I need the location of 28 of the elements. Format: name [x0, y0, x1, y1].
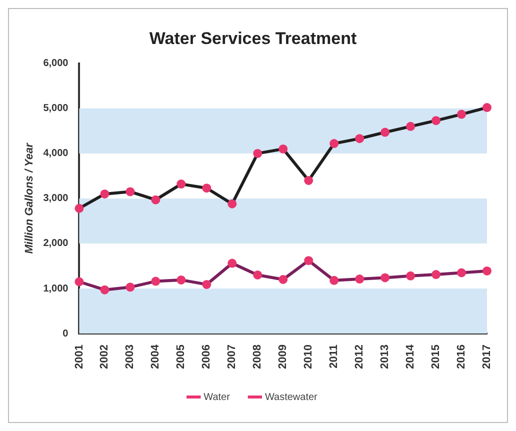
x-tick-label: 2016	[456, 344, 468, 370]
x-tick-label: 2006	[200, 344, 213, 370]
y-tick-label: 5,000	[43, 103, 69, 114]
y-tick-label: 1,000	[43, 283, 69, 294]
x-tick-label: 2008	[252, 344, 264, 370]
y-tick-label: 2,000	[43, 238, 69, 250]
x-tick-label: 2013	[379, 344, 392, 370]
legend-label: Water	[204, 392, 231, 403]
x-tick-label: 2015	[430, 344, 442, 370]
x-tick-label: 2002	[98, 344, 111, 370]
x-tick-label: 2011	[328, 344, 340, 368]
y-axis-title: Million Gallons / Year	[24, 142, 36, 254]
y-tick-label: 0	[62, 328, 69, 340]
x-tick-label: 2012	[354, 344, 366, 370]
x-tick-label: 2005	[175, 344, 188, 370]
y-tick-label: 4,000	[43, 148, 69, 160]
legend-label: Wastewater	[264, 392, 318, 403]
x-tick-label: 2014	[404, 344, 417, 370]
x-tick-label: 2009	[277, 344, 290, 370]
x-tick-label: 2001	[73, 344, 86, 370]
chart-title: Water Services Treatment	[149, 28, 357, 48]
y-tick-label: 3,000	[43, 193, 69, 204]
x-tick-label: 2003	[124, 344, 136, 370]
x-tick-label: 2017	[481, 344, 494, 370]
x-tick-label: 2010	[302, 344, 315, 370]
x-tick-label: 2004	[150, 344, 162, 370]
y-tick-label: 6,000	[43, 58, 69, 70]
x-tick-label: 2007	[226, 344, 238, 370]
